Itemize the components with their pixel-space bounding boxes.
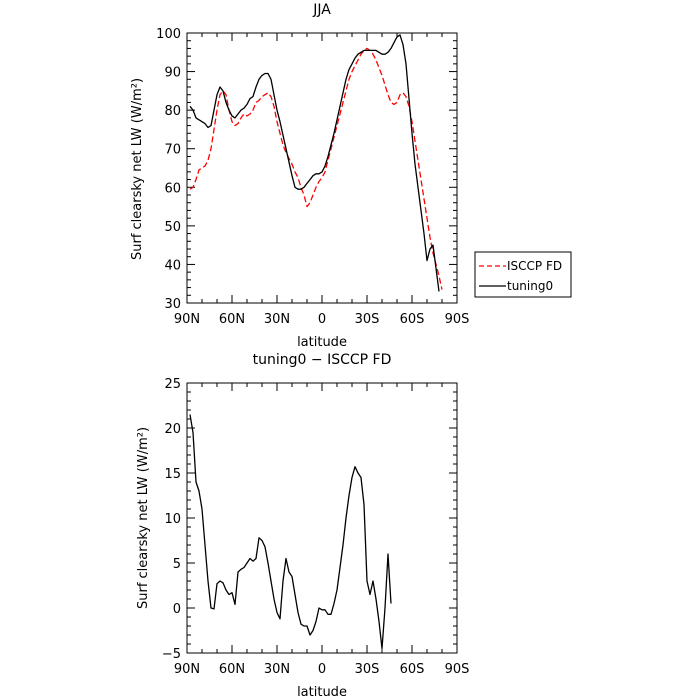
top-y-tick-label: 30 [164, 297, 181, 312]
top-x-tick-label: 0 [318, 312, 326, 327]
top-x-tick-label: 30S [355, 312, 380, 327]
top-chart-frame [186, 32, 458, 304]
bottom-chart-ticks: −5 0 5 10 15 20 25 90N 60N 30N 0 30S 60S 90S [162, 377, 470, 677]
bottom-y-tick-label: 20 [164, 422, 181, 437]
bottom-x-tick-label: 30S [355, 662, 380, 677]
bottom-chart-xlabel: latitude [297, 685, 347, 700]
top-y-tick-label: 60 [164, 181, 181, 196]
top-chart-lines [189, 34, 443, 292]
legend-box [474, 251, 572, 298]
top-series-line-tuning0 [189, 34, 440, 292]
bottom-series-line-0 [189, 414, 392, 650]
legend: ISCCP FD tuning0 [474, 251, 572, 298]
top-series-line-isccp-fd [189, 47, 443, 290]
top-x-tick-label: 90N [174, 312, 200, 327]
bottom-y-tick-label: 10 [164, 512, 181, 527]
top-x-tick-label: 60N [219, 312, 245, 327]
top-y-tick-label: 70 [164, 143, 181, 158]
legend-label-isccp: ISCCP FD [507, 259, 562, 273]
bottom-chart-title: tuning0 − ISCCP FD [253, 352, 392, 368]
bottom-y-tick-label: 25 [164, 377, 181, 392]
top-y-tick-label: 50 [164, 220, 181, 235]
top-x-tick-label: 60S [400, 312, 425, 327]
bottom-y-tick-label: 5 [173, 557, 181, 572]
bottom-x-tick-label: 30N [264, 662, 290, 677]
top-chart-ylabel: Surf clearsky net LW (W/m²) [130, 78, 145, 260]
bottom-chart-frame [186, 382, 458, 654]
bottom-chart: tuning0 − ISCCP FD −5 0 5 10 15 20 25 90N 60N 30N… [136, 352, 469, 700]
top-x-tick-label: 90S [445, 312, 470, 327]
bottom-x-tick-label: 60S [400, 662, 425, 677]
bottom-x-tick-label: 90S [445, 662, 470, 677]
bottom-y-tick-label: −5 [162, 647, 181, 662]
bottom-x-tick-label: 0 [318, 662, 326, 677]
bottom-x-tick-label: 90N [174, 662, 200, 677]
top-y-tick-label: 40 [164, 258, 181, 273]
top-chart-ticks: 30 40 50 60 70 80 90 100 90N 60N 30N 0 30S 60S 90S [156, 27, 469, 327]
legend-label-tuning0: tuning0 [507, 279, 553, 293]
bottom-chart-lines [189, 414, 392, 650]
top-y-tick-label: 100 [156, 27, 181, 42]
top-chart: JJA 30 40 50 60 70 80 90 100 90N 60N 30N 0 30S 60S 90S… [130, 2, 572, 350]
bottom-y-tick-label: 0 [173, 602, 181, 617]
top-x-tick-label: 30N [264, 312, 290, 327]
bottom-chart-ylabel: Surf clearsky net LW (W/m²) [136, 427, 151, 609]
top-y-tick-label: 80 [164, 104, 181, 119]
top-y-tick-label: 90 [164, 66, 181, 81]
bottom-y-tick-label: 15 [164, 467, 181, 482]
top-chart-title: JJA [312, 2, 331, 18]
bottom-x-tick-label: 60N [219, 662, 245, 677]
top-chart-xlabel: latitude [297, 335, 347, 350]
